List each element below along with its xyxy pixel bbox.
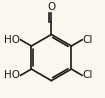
Text: HO: HO bbox=[4, 70, 20, 80]
Text: Cl: Cl bbox=[83, 70, 93, 80]
Text: O: O bbox=[48, 2, 56, 12]
Text: HO: HO bbox=[4, 35, 20, 45]
Text: Cl: Cl bbox=[83, 35, 93, 45]
